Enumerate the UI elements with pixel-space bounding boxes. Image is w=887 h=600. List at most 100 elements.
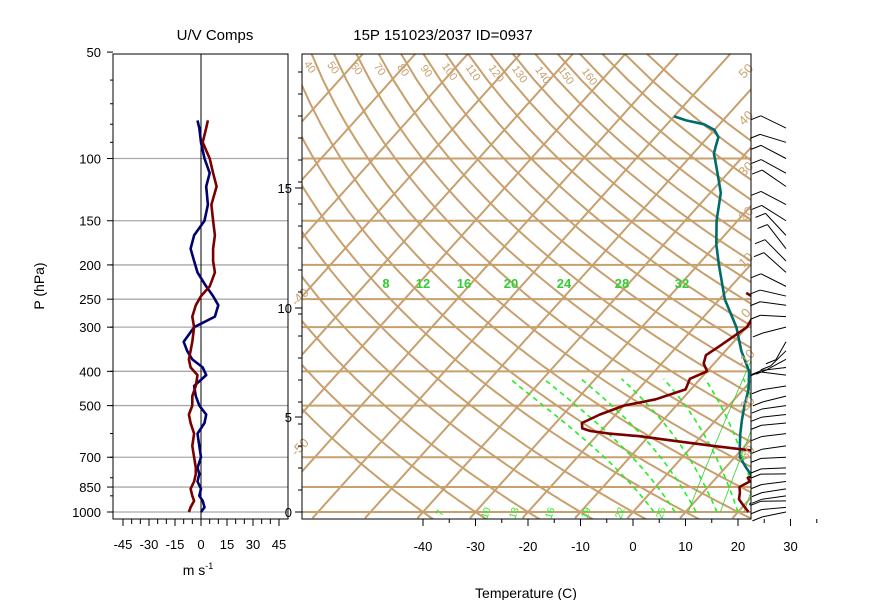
- wind-barb-flag: [751, 492, 763, 498]
- wind-barb-shaft: [761, 414, 787, 418]
- uv-xtick-label: 30: [246, 537, 260, 552]
- wind-barb-flag: [751, 484, 762, 489]
- wind-barb-flag: [751, 509, 762, 515]
- wind-barb-flag: [751, 436, 762, 442]
- height-ticks: 0 5 10 15: [278, 71, 302, 520]
- uv-ytick-label: 400: [79, 364, 101, 379]
- uv-series: [182, 120, 220, 513]
- wind-barb-shaft: [760, 159, 787, 174]
- uv-xlabel-unit: m s: [183, 562, 206, 578]
- mixing-ratio-label: 24: [557, 276, 572, 291]
- wind-barb-shaft: [762, 395, 787, 403]
- wind-barb-shaft: [767, 224, 787, 250]
- wind-barb-shaft: [760, 314, 787, 318]
- moist-adiabat-label: 22: [614, 506, 628, 521]
- isotherm-label: 50: [735, 60, 756, 81]
- isotherm-label: -10: [734, 346, 758, 370]
- dry-adiabat-label: 140: [532, 64, 552, 86]
- dry-adiabat-label: 50: [324, 60, 341, 77]
- wind-barb-flag: [750, 144, 762, 150]
- wind-barb-shaft: [761, 495, 787, 500]
- sounding-series: [580, 115, 751, 513]
- isotherm-line: [302, 54, 470, 240]
- wind-barb-shaft: [761, 481, 787, 486]
- wind-barb-flag: [760, 365, 771, 371]
- temperature-ticks: -40 -30 -20 -10 0 10 20 30: [414, 519, 818, 554]
- moist-adiabat-line: [663, 378, 739, 513]
- wind-barb-shaft: [760, 467, 787, 470]
- isotherm-line: [416, 146, 751, 519]
- uv-ytick-label: 700: [79, 450, 101, 465]
- dry-adiabat-label: 90: [418, 63, 435, 80]
- wind-barb-flag: [751, 389, 763, 395]
- uv-ytick-label: 50: [87, 45, 101, 60]
- dry-adiabat-label: 60: [348, 60, 365, 77]
- mixing-ratio-label: 16: [457, 276, 471, 291]
- uv-xlabel-exponent: -1: [205, 561, 213, 571]
- dry-adiabat-label: 160: [579, 66, 599, 88]
- wind-barb-shaft: [761, 169, 787, 187]
- height-tick-label: 15: [278, 181, 292, 196]
- isotherm-line: [679, 437, 751, 519]
- dry-adiabats: [302, 54, 751, 519]
- wind-barb-flag: [751, 369, 762, 375]
- dry-adiabat-line: [302, 363, 488, 519]
- wind-barb-flag: [749, 371, 761, 377]
- wind-barb-flag: [765, 359, 777, 365]
- uv-xtick-label: -30: [140, 537, 159, 552]
- dry-adiabat-line: [645, 54, 751, 143]
- moist-adiabats: [509, 378, 751, 513]
- wind-barb-shaft: [760, 371, 787, 376]
- uv-panel: U/V Comps 501001502002503004005007008501…: [31, 27, 289, 578]
- wind-barb-flag: [749, 133, 761, 139]
- moist-adiabat-label: 19: [580, 506, 594, 521]
- uv-ytick-label: 150: [79, 214, 101, 229]
- wind-barb-flag: [751, 204, 762, 210]
- isotherm-line: [302, 54, 627, 415]
- wind-barb-flag: [750, 273, 762, 279]
- wind-barbs: [749, 115, 787, 522]
- uv-ytick-label: 200: [79, 258, 101, 273]
- uv-ytick-label: 500: [79, 399, 101, 414]
- wind-barb-flag: [750, 159, 762, 165]
- dry-adiabat-line: [302, 83, 751, 494]
- dry-adiabat-line: [302, 319, 541, 519]
- wind-barb-shaft: [760, 190, 787, 206]
- height-tick-label: 10: [278, 301, 292, 316]
- wind-barb-shaft: [764, 239, 787, 262]
- isotherm-line: [521, 262, 751, 519]
- dry-adiabat-line: [302, 183, 701, 519]
- dry-adiabat-line: [399, 54, 751, 372]
- isotherm-line: [311, 54, 732, 519]
- isotherm-line: [785, 18, 887, 518]
- wind-barb-shaft: [762, 511, 787, 518]
- dewpoint-profile: [580, 291, 751, 513]
- temp-tick-label: 20: [731, 539, 745, 554]
- dry-adiabat-label: 40: [301, 59, 318, 76]
- wind-barb-shaft: [761, 205, 787, 222]
- wind-barb-shaft: [763, 252, 787, 273]
- wind-barb-flag: [754, 239, 766, 245]
- moist-adiabat-line: [509, 378, 655, 513]
- dry-adiabat-label: 100: [439, 61, 459, 83]
- wind-barb-shaft: [761, 445, 787, 450]
- moist-adiabat-label: 25: [655, 506, 669, 521]
- dry-adiabat-line: [377, 54, 751, 396]
- temp-tick-label: -10: [571, 539, 590, 554]
- dry-adiabat-label: 80: [394, 62, 411, 79]
- isotherm-line: [574, 321, 751, 519]
- wind-barb-flag: [752, 516, 763, 522]
- uv-ytick-label: 850: [79, 480, 101, 495]
- dry-adiabat-line: [302, 230, 647, 519]
- wind-barb-flag: [750, 473, 761, 479]
- uv-ytick-label: 100: [79, 152, 101, 167]
- wind-barb-flag: [751, 424, 762, 430]
- wind-barb-flag: [753, 252, 765, 258]
- skewt-title: 15P 151023/2037 ID=0937: [353, 27, 532, 44]
- isotherm-line: [838, 18, 887, 518]
- wind-barb-shaft: [765, 213, 787, 236]
- wind-barb-shaft: [770, 350, 787, 367]
- height-tick-label: 0: [285, 505, 292, 520]
- uv-xtick-label: 0: [197, 537, 204, 552]
